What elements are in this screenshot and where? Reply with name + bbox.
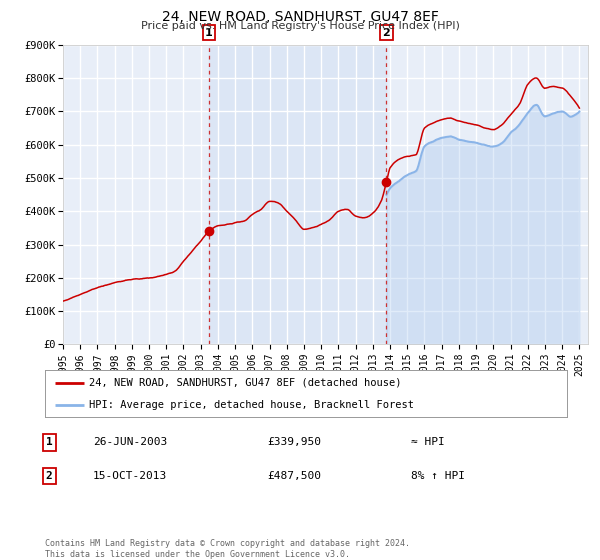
Text: ≈ HPI: ≈ HPI [411,437,445,447]
Text: 1: 1 [205,28,213,38]
Text: 8% ↑ HPI: 8% ↑ HPI [411,471,465,481]
Text: 24, NEW ROAD, SANDHURST, GU47 8EF: 24, NEW ROAD, SANDHURST, GU47 8EF [161,10,439,24]
Text: 24, NEW ROAD, SANDHURST, GU47 8EF (detached house): 24, NEW ROAD, SANDHURST, GU47 8EF (detac… [89,378,402,388]
Text: £487,500: £487,500 [267,471,321,481]
Text: Contains HM Land Registry data © Crown copyright and database right 2024.
This d: Contains HM Land Registry data © Crown c… [45,539,410,559]
Text: 26-JUN-2003: 26-JUN-2003 [93,437,167,447]
Text: 1: 1 [46,437,53,447]
Text: 15-OCT-2013: 15-OCT-2013 [93,471,167,481]
Text: 2: 2 [383,28,390,38]
Text: £339,950: £339,950 [267,437,321,447]
Text: HPI: Average price, detached house, Bracknell Forest: HPI: Average price, detached house, Brac… [89,400,415,410]
Text: 2: 2 [46,471,53,481]
Text: Price paid vs. HM Land Registry's House Price Index (HPI): Price paid vs. HM Land Registry's House … [140,21,460,31]
Bar [209,45,386,344]
